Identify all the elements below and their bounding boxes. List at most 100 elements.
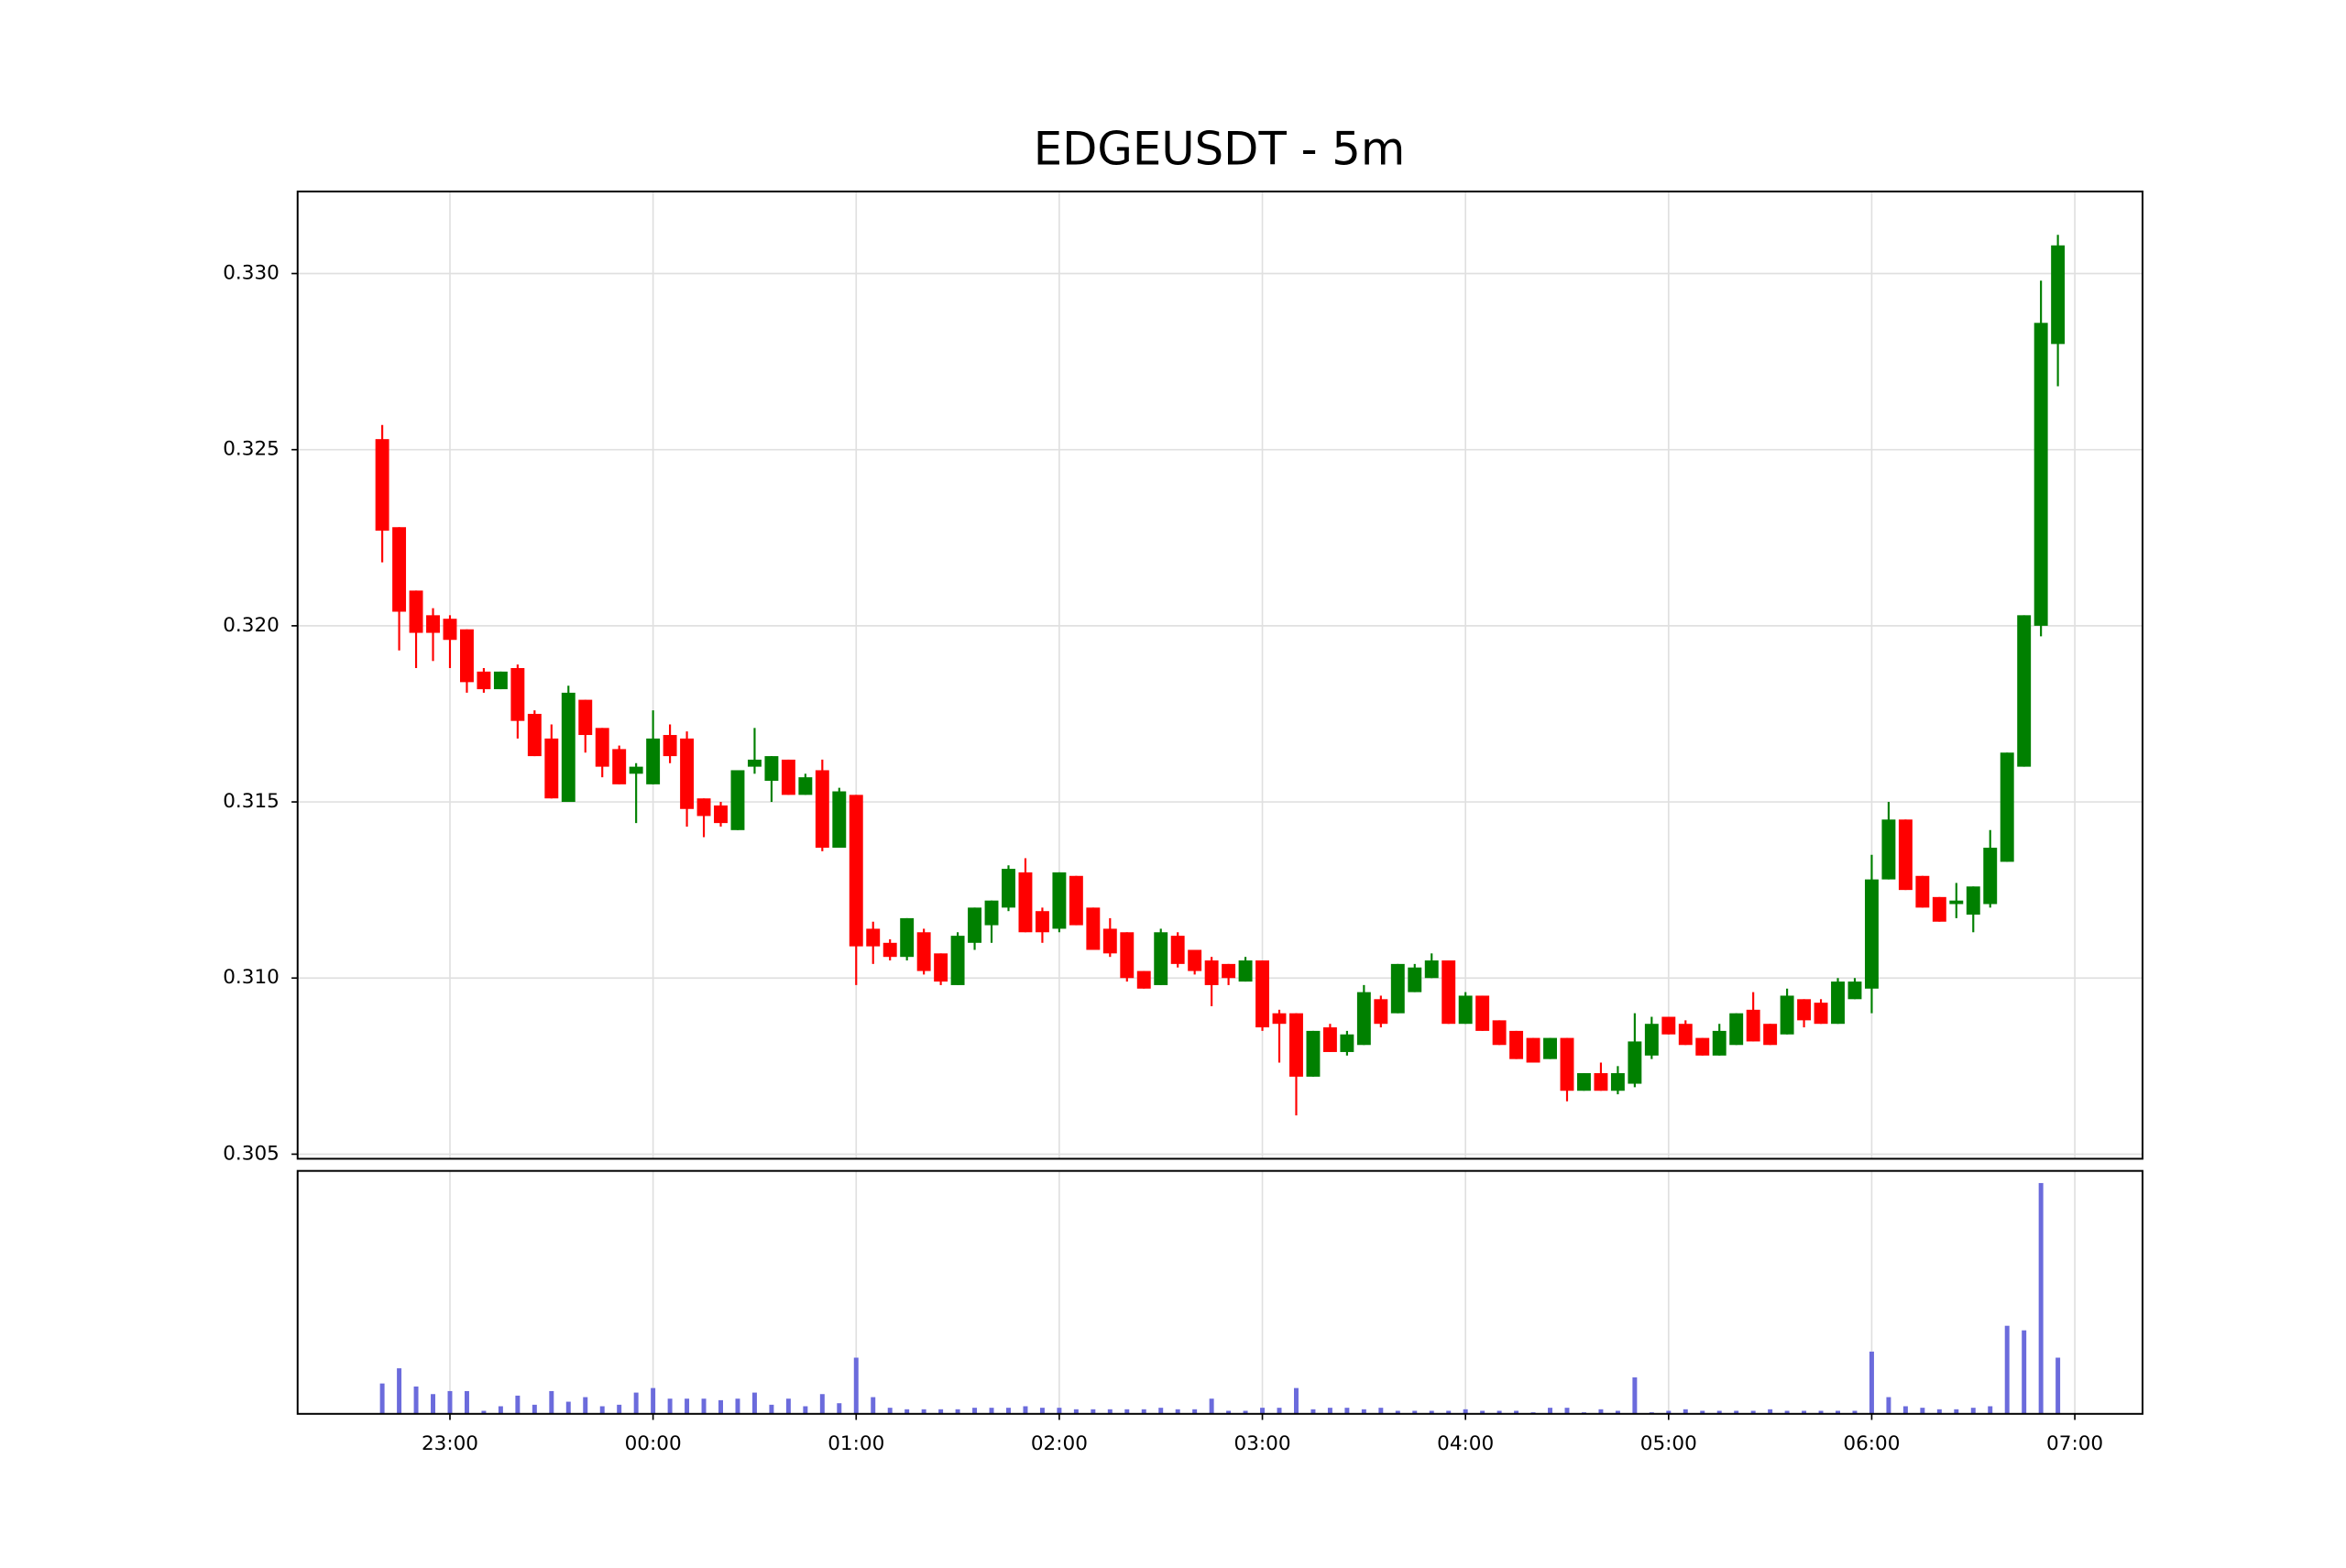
candle-body: [1458, 995, 1473, 1025]
volume-bar: [565, 1401, 571, 1414]
candle-body: [1408, 967, 1422, 992]
volume-bar: [1970, 1408, 1976, 1414]
volume-bar: [1463, 1409, 1468, 1414]
candle-body: [2000, 752, 2014, 862]
candle-body: [612, 749, 627, 784]
volume-bar: [379, 1383, 385, 1414]
volume-bar: [1869, 1351, 1874, 1414]
volume-bar: [2022, 1330, 2027, 1414]
volume-bar: [1378, 1408, 1384, 1414]
volume-bar: [871, 1397, 876, 1414]
volume-bar: [1734, 1410, 1739, 1414]
candle-body: [1086, 907, 1101, 950]
volume-bar: [397, 1368, 402, 1414]
volume-bar: [1818, 1410, 1824, 1414]
volume-bar: [481, 1410, 487, 1414]
candle-body: [1661, 1016, 1676, 1035]
volume-bar: [1361, 1409, 1366, 1414]
candle-body: [1322, 1027, 1337, 1052]
volume-bar: [1327, 1408, 1332, 1414]
volume-bar: [2055, 1357, 2061, 1414]
candle-body: [916, 932, 931, 971]
candle-body: [426, 615, 440, 633]
candle-body: [950, 936, 965, 985]
candle-body: [1932, 896, 1946, 922]
candle-body: [578, 699, 593, 736]
volume-bar: [515, 1395, 521, 1414]
volume-bar: [1886, 1397, 1891, 1414]
volume-bar: [583, 1397, 588, 1414]
candle-body: [510, 667, 525, 721]
candle-body: [1222, 963, 1236, 979]
candle-body: [1306, 1030, 1321, 1077]
volume-bar: [1277, 1408, 1282, 1414]
x-tick-label: 23:00: [422, 1432, 478, 1455]
volume-bar: [1666, 1410, 1672, 1414]
y-tick-label: 0.330: [223, 262, 280, 285]
volume-bar: [1158, 1408, 1164, 1414]
volume-bar: [1683, 1409, 1688, 1414]
candle-body: [815, 770, 829, 849]
volume-bar: [1192, 1409, 1198, 1414]
volume-bar: [599, 1406, 605, 1414]
candle-body: [1949, 900, 1964, 905]
volume-bar: [1243, 1410, 1248, 1414]
candle-body: [934, 953, 948, 982]
volume-bar: [1006, 1408, 1011, 1414]
volume-bar: [1598, 1409, 1604, 1414]
volume-bar: [1226, 1410, 1232, 1414]
candle-body: [1864, 879, 1879, 989]
volume-bar: [887, 1408, 893, 1414]
volume-bar: [617, 1404, 622, 1414]
volume-bar: [1988, 1406, 1993, 1414]
volume-bar: [549, 1390, 554, 1414]
candle-body: [832, 791, 847, 849]
candle-body: [1594, 1073, 1608, 1091]
candle-body: [1577, 1073, 1591, 1091]
x-tick-label: 07:00: [2046, 1432, 2103, 1455]
volume-bar: [1564, 1408, 1570, 1414]
volume-bar: [1412, 1410, 1418, 1414]
candle-body: [443, 619, 457, 641]
candle-body: [900, 917, 915, 958]
volume-bar: [938, 1409, 944, 1414]
candle-body: [1814, 1003, 1828, 1025]
volume-bar: [2004, 1325, 2010, 1414]
candle-body: [1644, 1024, 1659, 1056]
volume-bar: [1141, 1409, 1146, 1414]
volume-bar: [1615, 1410, 1620, 1414]
candle-body: [882, 942, 897, 958]
candle-body: [477, 671, 491, 690]
x-tick-label: 03:00: [1234, 1432, 1291, 1455]
volume-bar: [921, 1409, 926, 1414]
volume-bar: [1716, 1410, 1722, 1414]
volume-bar: [989, 1408, 994, 1414]
x-tick-label: 00:00: [625, 1432, 682, 1455]
x-tick-label: 04:00: [1437, 1432, 1494, 1455]
candle-body: [663, 735, 677, 757]
candle-body: [2017, 615, 2032, 767]
volume-frame: [296, 1169, 2143, 1415]
candle-body: [1898, 819, 1913, 891]
candle-body: [646, 738, 661, 784]
candle-body: [1780, 995, 1794, 1035]
x-tick-label: 05:00: [1640, 1432, 1697, 1455]
candle-body: [1340, 1034, 1354, 1052]
candle-body: [1120, 932, 1135, 979]
candle-body: [1374, 999, 1388, 1025]
volume-bar: [972, 1408, 978, 1414]
candle-body: [1695, 1037, 1710, 1056]
volume-bar: [633, 1392, 639, 1414]
candle-body: [1170, 936, 1185, 964]
y-tick-label: 0.320: [223, 614, 280, 637]
volume-bar: [853, 1357, 859, 1414]
volume-bar: [651, 1387, 656, 1414]
candle-body: [1255, 960, 1269, 1028]
candle-body: [1847, 981, 1862, 1000]
y-tick-label: 0.310: [223, 966, 280, 989]
candle-body: [680, 738, 695, 809]
candle-body: [1610, 1073, 1625, 1091]
volume-bar: [1480, 1410, 1485, 1414]
volume-bar: [904, 1409, 910, 1414]
volume-bar: [1023, 1406, 1028, 1414]
